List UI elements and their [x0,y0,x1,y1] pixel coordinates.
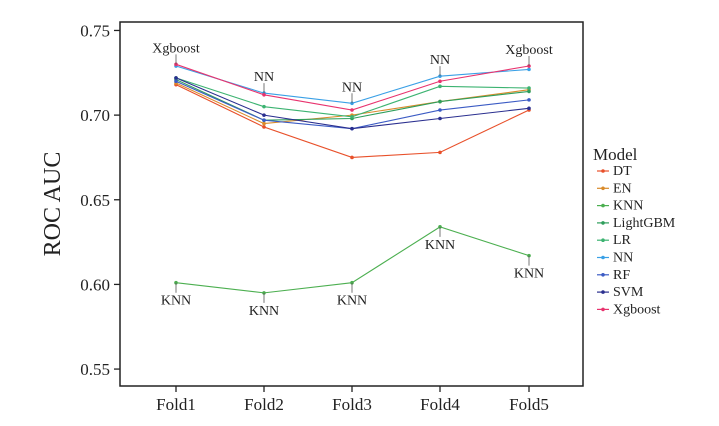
annotation-label: NN [254,70,274,85]
series-svm [174,76,531,131]
data-point [527,86,531,90]
series-knn [174,225,531,295]
legend-label: DT [613,164,632,179]
annotation-label: Xgboost [505,43,553,58]
data-point [174,79,178,84]
annotation-label: KNN [249,304,279,319]
annotation-label: KNN [337,294,367,309]
y-axis: 0.55 0.60 0.65 0.70 0.75 [80,21,120,379]
legend-item: DT [597,164,632,179]
legend-label: Xgboost [613,302,661,317]
annotation-label: Xgboost [152,41,200,56]
data-point [262,93,266,97]
series-xgboost [174,62,531,112]
x-tick-label: Fold5 [509,395,549,414]
legend-marker [601,273,605,277]
data-point [350,108,354,112]
legend-label: LR [613,233,632,248]
annotation-label: KNN [514,267,544,282]
y-tick-label: 0.70 [80,106,110,125]
legend-label: KNN [613,199,643,214]
x-axis: Fold1 Fold2 Fold3 Fold4 Fold5 [156,386,549,414]
data-point [438,99,442,104]
data-point [262,104,266,109]
data-point [262,125,266,129]
data-point [438,84,442,89]
legend-marker [601,290,605,294]
legend-marker [601,221,605,225]
legend-item: RF [597,268,630,283]
legend-marker [601,169,605,173]
legend-item: KNN [597,199,643,214]
legend-label: SVM [613,285,644,300]
data-point [262,121,266,126]
legend-label: RF [613,268,630,283]
legend-item: LightGBM [597,216,676,231]
y-tick-label: 0.75 [80,21,110,40]
x-tick-label: Fold2 [244,395,284,414]
y-tick-label: 0.55 [80,360,110,379]
legend-marker [601,255,605,260]
data-point [438,150,442,155]
data-point [350,126,354,131]
data-point [527,67,531,72]
data-point [527,106,531,111]
legend-label: LightGBM [613,216,676,231]
legend-item: Xgboost [597,302,661,317]
legend-marker [601,307,605,312]
data-point [350,115,354,119]
legend-item: SVM [597,285,644,300]
legend-item: NN [597,251,633,266]
x-tick-label: Fold4 [420,395,460,414]
annotation-label: KNN [161,294,191,309]
legend-item: EN [597,181,632,196]
data-point [438,116,442,121]
data-point [262,113,266,117]
x-tick-label: Fold3 [332,395,372,414]
y-tick-label: 0.60 [80,275,110,294]
data-point [174,76,178,80]
legend-marker [601,186,605,191]
legend-label: NN [613,251,633,266]
legend-marker [601,203,605,208]
plot-frame [119,21,584,387]
annotation-layer: Xgboost NN NN NN Xgboost KNN KNN KNN KNN KNN [152,41,553,319]
data-point [438,79,442,84]
data-point [350,155,354,160]
legend-marker [601,238,605,242]
series-layer [174,62,531,295]
legend-title: Model [593,145,638,164]
legend: Model DT EN KNN LightGBM LR NN RF SVM Xgboost [593,145,676,317]
x-tick-label: Fold1 [156,395,196,414]
legend-label: EN [613,181,632,196]
y-tick-label: 0.65 [80,191,110,210]
data-point [438,108,442,112]
y-axis-label: ROC AUC [40,152,66,257]
data-point [527,98,531,102]
data-point [262,118,266,122]
annotation-label: KNN [425,238,455,253]
legend-item: LR [597,233,632,248]
annotation-label: NN [430,53,450,68]
annotation-label: NN [342,80,362,95]
data-point [527,89,531,94]
